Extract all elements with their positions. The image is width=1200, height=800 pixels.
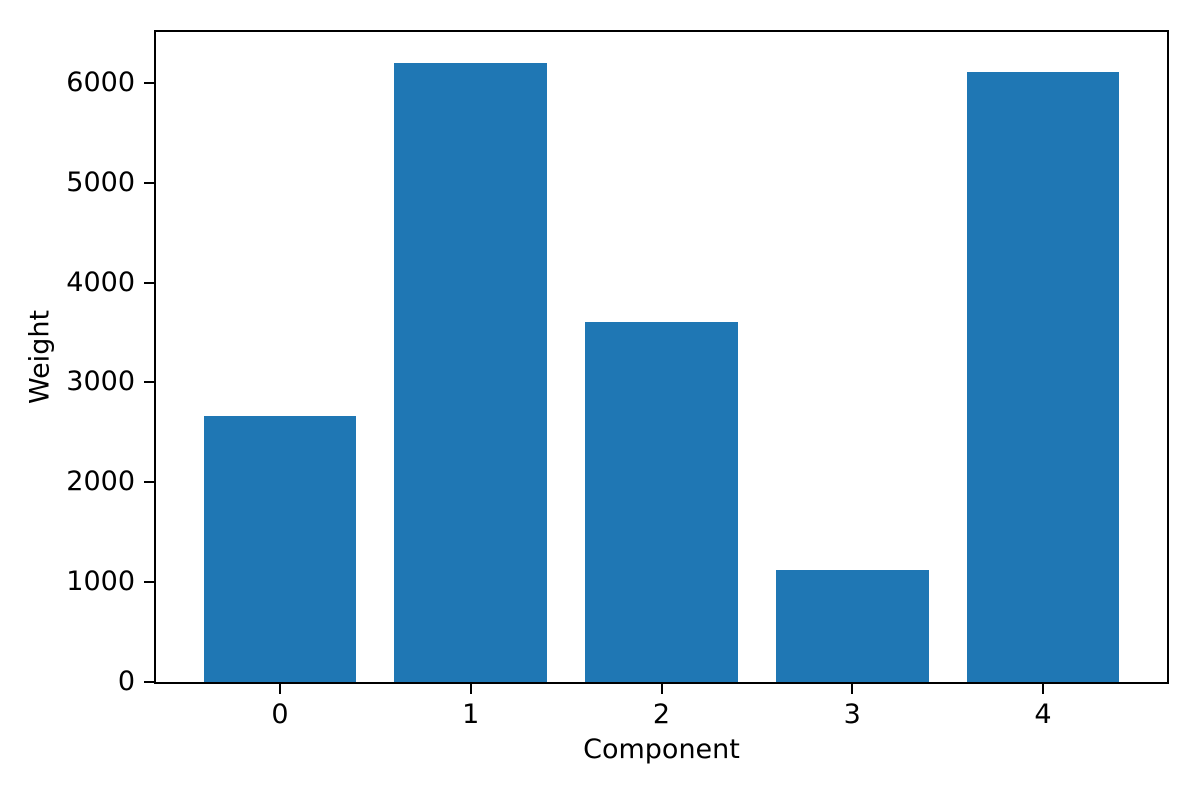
x-tick-mark [851,684,854,694]
y-tick-mark [144,281,154,284]
y-tick-label: 0 [117,666,135,697]
x-axis-label: Component [583,734,740,765]
y-tick-mark [144,581,154,584]
y-tick-mark [144,81,154,84]
x-tick-label: 4 [1034,699,1052,730]
x-tick-mark [660,684,663,694]
bar [966,71,1120,682]
y-tick-label: 3000 [66,366,135,398]
y-tick-label: 6000 [66,66,135,98]
y-tick-label: 2000 [66,466,135,498]
x-tick-mark [1042,684,1044,694]
y-tick-label: 4000 [66,266,135,298]
y-tick-label: 5000 [66,166,135,198]
y-tick-mark [144,481,154,484]
x-tick-label: 0 [271,699,289,730]
bar [394,62,548,682]
y-tick-mark [144,181,154,184]
bar [775,570,929,682]
y-tick-mark [144,681,154,683]
y-tick-mark [144,381,154,384]
x-tick-label: 2 [652,699,671,730]
x-tick-label: 3 [843,699,861,730]
x-tick-mark [278,684,281,694]
x-tick-mark [469,684,472,694]
bar [203,416,357,682]
y-tick-label: 1000 [66,566,135,598]
x-tick-label: 1 [462,699,480,730]
bar [585,321,738,682]
